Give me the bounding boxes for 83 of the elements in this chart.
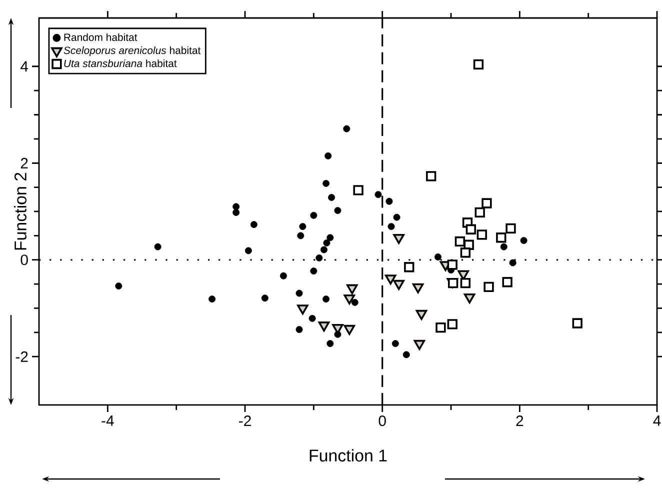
- point: [386, 198, 393, 205]
- point: [326, 340, 334, 348]
- point: [476, 230, 487, 240]
- point: [334, 207, 342, 214]
- point: [296, 326, 303, 334]
- point: [323, 239, 330, 246]
- point: [414, 340, 426, 350]
- point: [232, 208, 240, 216]
- point: [346, 284, 358, 294]
- point: [322, 296, 330, 303]
- x-tick-label: 2: [516, 416, 524, 426]
- point: [402, 351, 410, 358]
- point: [416, 310, 428, 320]
- point: [466, 224, 476, 234]
- point: [484, 282, 494, 292]
- point: [296, 290, 303, 297]
- point: [344, 294, 356, 304]
- point: [324, 152, 332, 160]
- legend-label: Uta stansburiana habitat: [64, 59, 177, 68]
- point: [280, 272, 287, 280]
- point: [328, 194, 336, 201]
- point: [509, 259, 516, 266]
- y-tick-label: -2: [16, 351, 28, 362]
- y-tick-label: 0: [20, 254, 28, 266]
- point: [326, 234, 334, 242]
- point: [297, 232, 304, 240]
- point: [310, 268, 318, 274]
- point: [502, 277, 512, 288]
- point: [261, 294, 268, 302]
- point: [250, 221, 258, 228]
- x-tick-label: -4: [102, 416, 114, 426]
- point: [412, 283, 424, 294]
- point: [482, 198, 492, 208]
- point: [393, 280, 404, 290]
- legend-label: Sceloporus arenicolus habitat: [64, 46, 201, 56]
- point: [393, 214, 400, 221]
- point: [232, 203, 240, 210]
- x-tick-label: 4: [653, 416, 661, 426]
- point: [464, 293, 476, 304]
- x-axis-title: Function 1: [310, 449, 387, 462]
- point: [460, 278, 471, 288]
- point: [426, 171, 436, 182]
- point: [447, 260, 458, 270]
- point: [500, 243, 508, 250]
- point: [520, 237, 528, 244]
- point: [473, 59, 484, 70]
- point: [320, 246, 328, 254]
- point: [115, 282, 122, 290]
- point: [384, 274, 396, 285]
- point: [447, 319, 458, 330]
- point: [353, 185, 364, 196]
- point: [154, 243, 162, 250]
- point: [310, 212, 318, 219]
- y-axis-title: Function 2: [14, 172, 26, 250]
- point: [474, 207, 485, 218]
- point: [344, 324, 356, 335]
- point: [506, 223, 516, 234]
- point: [393, 234, 404, 244]
- point: [388, 223, 395, 230]
- x-tick-label: 0: [378, 416, 386, 426]
- legend-label: Random habitat: [64, 33, 138, 42]
- y-tick-label: 4: [20, 61, 28, 72]
- point: [351, 298, 358, 306]
- point: [454, 236, 466, 247]
- point: [208, 296, 216, 303]
- point: [434, 253, 442, 260]
- point: [299, 223, 306, 230]
- point: [318, 322, 330, 332]
- point: [374, 191, 382, 198]
- point: [436, 322, 446, 333]
- point: [572, 318, 582, 328]
- point: [322, 180, 330, 187]
- point: [404, 262, 414, 272]
- point: [392, 340, 399, 348]
- point: [297, 304, 308, 315]
- point: [316, 254, 323, 262]
- point: [496, 232, 506, 243]
- x-tick-label: -2: [239, 416, 251, 426]
- point: [308, 314, 316, 322]
- point: [343, 125, 350, 132]
- y-tick-label: 2: [20, 158, 28, 168]
- point: [244, 247, 252, 254]
- point: [460, 248, 471, 258]
